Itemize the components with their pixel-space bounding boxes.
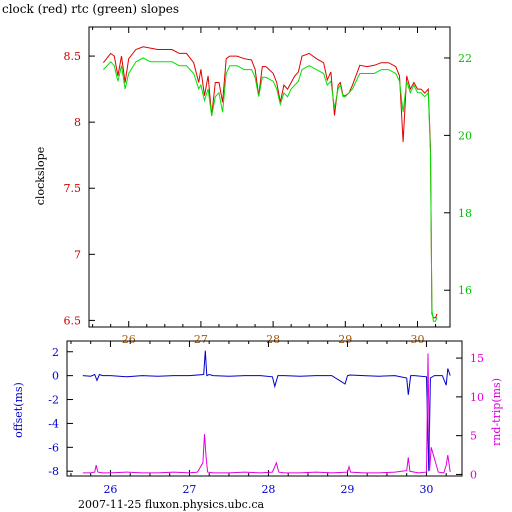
series-line-offset-ms- — [82, 350, 451, 472]
offset-plot-frame — [66, 340, 463, 477]
y-right-tick-label: 16 — [458, 284, 472, 297]
footer-label: 2007-11-25 fluxon.physics.ubc.ca — [78, 498, 265, 511]
y-left-tick-label: 7 — [74, 248, 81, 261]
y-left-tick-label: -4 — [48, 417, 59, 430]
offset-ylabel: offset(ms) — [12, 382, 25, 438]
x-tick-label: 26 — [122, 333, 136, 346]
x-tick-label: 28 — [266, 333, 280, 346]
series-line-clock — [103, 46, 438, 319]
y-right-tick-label: 15 — [470, 352, 484, 365]
roundtrip-ylabel: rnd-trip(ms) — [490, 378, 503, 446]
y-left-tick-label: 7.5 — [64, 182, 82, 195]
slopes-ylabel: clockslope — [34, 147, 47, 205]
x-tick-label: 26 — [103, 483, 117, 496]
y-left-tick-label: 6.5 — [64, 314, 82, 327]
slopes-panel: clockslope 26 27 28 29 30 6.5 7 7.5 8 8.5 16 18 20 22 — [34, 26, 472, 346]
y-right-tick-label: 18 — [458, 207, 472, 220]
series-line-rnd-trip-ms- — [82, 353, 451, 474]
chart-title: clock (red) rtc (green) slopes — [2, 2, 180, 16]
y-left-tick-label: 8 — [74, 116, 81, 129]
y-left-tick-label: 8.5 — [64, 50, 82, 63]
x-tick-label: 27 — [182, 483, 196, 496]
slopes-plot-frame — [88, 26, 451, 328]
x-tick-label: 28 — [261, 483, 275, 496]
y-left-tick-label: -6 — [48, 441, 59, 454]
x-tick-label: 27 — [194, 333, 208, 346]
x-tick-label: 30 — [411, 333, 425, 346]
y-right-tick-label: 22 — [458, 52, 472, 65]
y-right-tick-label: 20 — [458, 129, 472, 142]
y-left-tick-label: 0 — [52, 370, 59, 383]
y-right-tick-label: 5 — [470, 430, 477, 443]
x-tick-label: 30 — [419, 483, 433, 496]
y-left-tick-label: -8 — [48, 465, 59, 478]
x-tick-label: 29 — [340, 483, 354, 496]
y-left-tick-label: -2 — [48, 394, 59, 407]
offset-panel: offset(ms) rnd-trip(ms) 26 27 28 29 30 -8 -6 -4… — [12, 340, 503, 496]
y-right-tick-label: 10 — [470, 391, 484, 404]
x-tick-label: 29 — [338, 333, 352, 346]
series-line-rtc — [103, 57, 438, 322]
y-right-tick-label: 0 — [470, 468, 477, 481]
y-left-tick-label: 2 — [52, 346, 59, 359]
